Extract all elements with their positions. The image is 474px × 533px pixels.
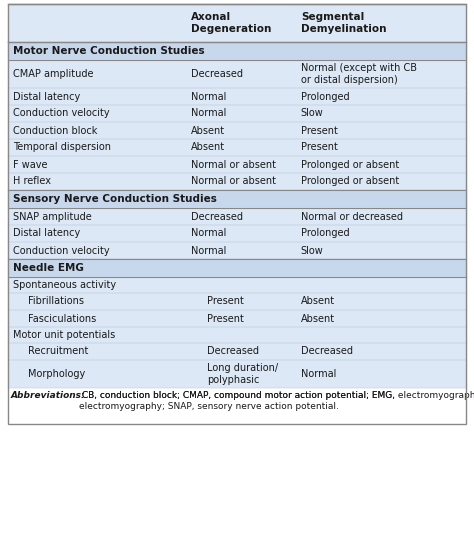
Text: Abbreviations:: Abbreviations: xyxy=(11,391,86,400)
Text: SNAP amplitude: SNAP amplitude xyxy=(13,212,92,222)
Bar xyxy=(8,208,466,225)
Text: Motor unit potentials: Motor unit potentials xyxy=(13,330,116,340)
Text: Absent: Absent xyxy=(191,142,225,152)
Text: Segmental
Demyelination: Segmental Demyelination xyxy=(301,12,386,34)
Text: Normal or absent: Normal or absent xyxy=(191,176,276,187)
Bar xyxy=(8,327,466,343)
Bar xyxy=(8,360,466,388)
Text: Normal: Normal xyxy=(301,369,336,379)
Text: Normal (except with CB
or distal dispersion): Normal (except with CB or distal dispers… xyxy=(301,63,417,85)
Text: Normal or absent: Normal or absent xyxy=(191,159,276,169)
Bar xyxy=(8,343,466,360)
Bar xyxy=(8,4,466,42)
Bar xyxy=(8,310,466,327)
Text: Present: Present xyxy=(207,296,244,306)
Bar xyxy=(8,60,466,88)
Bar xyxy=(8,105,466,122)
Bar xyxy=(8,122,466,139)
Bar xyxy=(8,190,466,208)
Text: Fasciculations: Fasciculations xyxy=(28,313,97,324)
Text: Long duration/
polyphasic: Long duration/ polyphasic xyxy=(207,363,278,385)
Text: Distal latency: Distal latency xyxy=(13,92,81,101)
Text: F wave: F wave xyxy=(13,159,48,169)
Text: CB, conduction block; CMAP, compound motor action potential; EMG,
electromyograp: CB, conduction block; CMAP, compound mot… xyxy=(79,391,395,411)
Bar xyxy=(8,173,466,190)
Text: Prolonged: Prolonged xyxy=(301,92,349,101)
Text: Normal or decreased: Normal or decreased xyxy=(301,212,403,222)
Bar xyxy=(8,277,466,293)
Text: Absent: Absent xyxy=(191,125,225,135)
Text: Normal: Normal xyxy=(191,109,226,118)
Bar xyxy=(8,259,466,277)
Text: Decreased: Decreased xyxy=(191,69,243,79)
Bar xyxy=(8,156,466,173)
Bar xyxy=(8,139,466,156)
Text: Decreased: Decreased xyxy=(301,346,353,357)
Text: Motor Nerve Conduction Studies: Motor Nerve Conduction Studies xyxy=(13,46,205,56)
Text: Slow: Slow xyxy=(301,109,324,118)
Text: H reflex: H reflex xyxy=(13,176,51,187)
Text: Absent: Absent xyxy=(301,313,335,324)
Text: Distal latency: Distal latency xyxy=(13,229,81,238)
Text: Decreased: Decreased xyxy=(207,346,259,357)
Text: Present: Present xyxy=(301,125,337,135)
Text: Morphology: Morphology xyxy=(28,369,85,379)
Text: Temporal dispersion: Temporal dispersion xyxy=(13,142,111,152)
Text: Decreased: Decreased xyxy=(191,212,243,222)
Text: Sensory Nerve Conduction Studies: Sensory Nerve Conduction Studies xyxy=(13,194,217,204)
Text: Absent: Absent xyxy=(301,296,335,306)
Text: Present: Present xyxy=(301,142,337,152)
Bar xyxy=(8,88,466,105)
Text: Needle EMG: Needle EMG xyxy=(13,263,84,273)
Text: Fibrillations: Fibrillations xyxy=(28,296,84,306)
Text: Normal: Normal xyxy=(191,92,226,101)
Text: Prolonged or absent: Prolonged or absent xyxy=(301,159,399,169)
Bar xyxy=(8,242,466,259)
Text: CB, conduction block; CMAP, compound motor action potential; EMG, electromyograp: CB, conduction block; CMAP, compound mot… xyxy=(79,391,474,400)
Bar xyxy=(8,225,466,242)
Text: Recruitment: Recruitment xyxy=(28,346,89,357)
Text: Prolonged: Prolonged xyxy=(301,229,349,238)
Text: Normal: Normal xyxy=(191,246,226,255)
Text: Conduction block: Conduction block xyxy=(13,125,98,135)
Bar xyxy=(8,388,466,424)
Text: CMAP amplitude: CMAP amplitude xyxy=(13,69,94,79)
Text: Prolonged or absent: Prolonged or absent xyxy=(301,176,399,187)
Text: Normal: Normal xyxy=(191,229,226,238)
Text: Slow: Slow xyxy=(301,246,324,255)
Text: Present: Present xyxy=(207,313,244,324)
Text: Axonal
Degeneration: Axonal Degeneration xyxy=(191,12,271,34)
Text: Conduction velocity: Conduction velocity xyxy=(13,109,110,118)
Text: Conduction velocity: Conduction velocity xyxy=(13,246,110,255)
Text: Spontaneous activity: Spontaneous activity xyxy=(13,280,117,290)
Bar xyxy=(8,293,466,310)
Bar xyxy=(8,42,466,60)
Bar xyxy=(8,4,466,424)
